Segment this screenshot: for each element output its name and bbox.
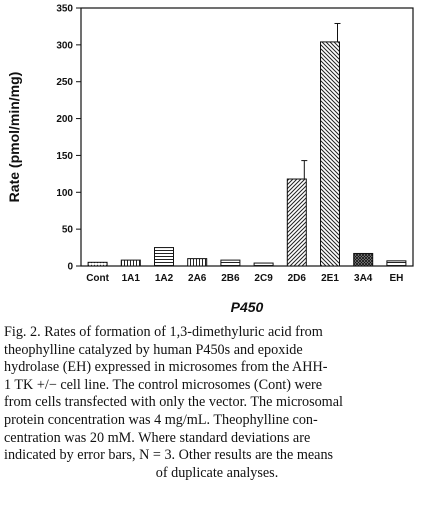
- caption-line: indicated by error bars, N = 3. Other re…: [4, 447, 334, 464]
- bar-cont: [87, 261, 108, 267]
- y-tick-label: 150: [56, 151, 73, 162]
- bar-3a4: [353, 252, 374, 267]
- x-tick-label: 2A6: [188, 273, 207, 284]
- y-tick-label: 250: [56, 77, 73, 88]
- y-tick-label: 200: [56, 114, 73, 125]
- caption-line: centration was 20 mM. Where standard dev…: [4, 429, 311, 446]
- bar-1a2: [154, 247, 174, 267]
- bar-2c9: [253, 262, 274, 267]
- caption-line: protein concentration was 4 mg/mL. Theop…: [4, 411, 318, 428]
- caption-line: theophylline catalyzed by human P450s an…: [4, 341, 303, 358]
- caption-line: from cells transfected with only the vec…: [4, 394, 343, 411]
- y-tick-label: 100: [56, 188, 73, 199]
- plot-frame: [80, 7, 414, 267]
- bar-2b6: [220, 259, 241, 267]
- bar-2e1: [320, 41, 340, 267]
- x-axis-title: P450: [231, 299, 264, 315]
- x-tick-label: 3A4: [354, 273, 373, 284]
- bar-eh: [386, 260, 407, 267]
- x-tick-label: Cont: [86, 273, 109, 284]
- x-axis: Cont 1A1 1A2 2A6 2B6 2C9 2D6 2E1 3A4 EH: [86, 273, 403, 284]
- x-tick-label: 2E1: [321, 273, 339, 284]
- x-tick-label: 2B6: [221, 273, 240, 284]
- y-tick-label: 50: [62, 225, 74, 236]
- y-tick-label: 350: [56, 4, 73, 15]
- bar-2d6: [286, 178, 307, 267]
- caption-last-line: of duplicate analyses.: [155, 464, 279, 481]
- caption-line: 1 TK +/− cell line. The control microsom…: [4, 376, 323, 393]
- x-tick-label: 2D6: [288, 273, 307, 284]
- caption-line: hydrolase (EH) expressed in microsomes f…: [4, 359, 328, 376]
- caption-line: Fig. 2. Rates of formation of 1,3-dimeth…: [4, 324, 323, 340]
- x-tick-label: EH: [389, 273, 403, 284]
- y-tick-label: 300: [56, 40, 73, 51]
- x-tick-label: 1A1: [122, 273, 141, 284]
- y-axis-title: Rate (pmol/min/mg): [6, 72, 22, 203]
- y-axis: 0 50 100 150 200 250 300 350: [56, 4, 414, 273]
- bars: [87, 22, 407, 267]
- figure-caption: Fig. 2. Rates of formation of 1,3-dimeth…: [4, 324, 430, 482]
- x-tick-label: 2C9: [254, 273, 273, 284]
- bar-1a1: [120, 259, 141, 267]
- x-tick-label: 1A2: [155, 273, 174, 284]
- y-tick-label: 0: [67, 262, 73, 273]
- bar-2a6: [187, 258, 208, 267]
- bar-chart: 0 50 100 150 200 250 300 350 Cont 1A1 1A2 2A6 2B6 2C…: [6, 4, 414, 315]
